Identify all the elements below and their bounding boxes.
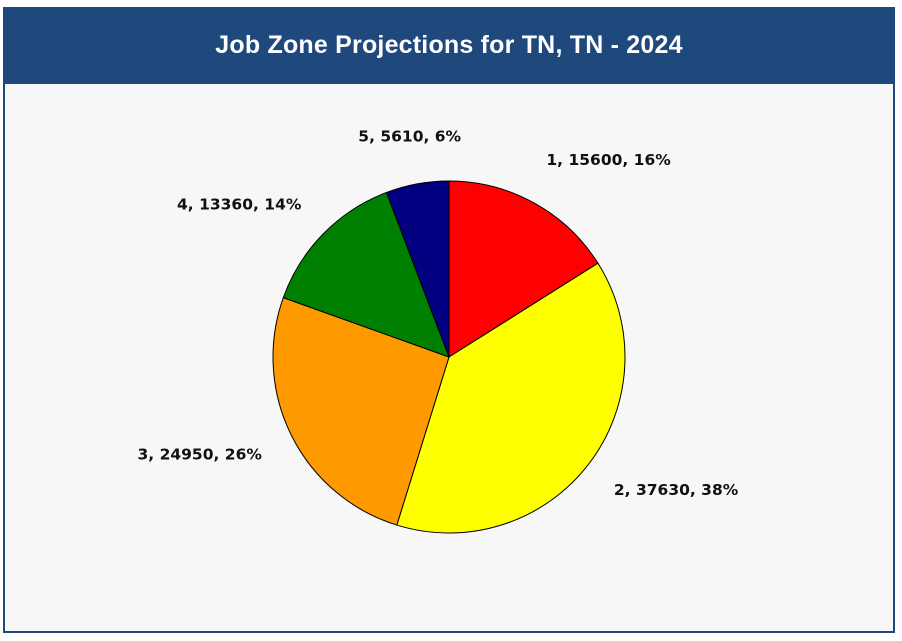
pie-label-2: 2, 37630, 38% (614, 481, 739, 499)
pie-slice-1 (448, 180, 599, 358)
pie-label-4: 4, 13360, 14% (177, 195, 302, 213)
pie-slices (272, 180, 626, 534)
pie-slice-3 (272, 297, 450, 526)
pie-slice-5 (385, 180, 450, 358)
pie-labels: 1, 15600, 16% 2, 37630, 38% 3, 24950, 26% 4… (138, 128, 739, 499)
pie-label-5: 5, 5610, 6% (358, 128, 461, 146)
chart-title: Job Zone Projections for TN, TN - 2024 (215, 31, 683, 59)
pie-label-3: 3, 24950, 26% (138, 445, 263, 463)
pie-label-1: 1, 15600, 16% (546, 151, 671, 169)
pie-slice-2 (396, 262, 626, 534)
pie-slice-4 (282, 191, 450, 358)
chart-title-bar: Job Zone Projections for TN, TN - 2024 (5, 9, 893, 84)
